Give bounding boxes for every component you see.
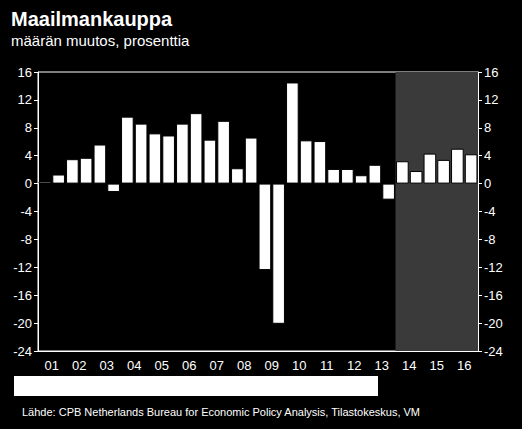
svg-text:10: 10 [292, 358, 306, 373]
svg-text:07: 07 [210, 358, 224, 373]
svg-text:13: 13 [375, 358, 389, 373]
svg-text:15: 15 [430, 358, 444, 373]
svg-text:12: 12 [347, 358, 361, 373]
svg-text:11: 11 [320, 358, 334, 373]
svg-text:12: 12 [484, 92, 498, 107]
svg-text:16: 16 [484, 65, 498, 80]
svg-text:Maailmankauppa: Maailmankauppa [11, 8, 173, 30]
svg-text:-8: -8 [484, 232, 496, 247]
svg-text:06: 06 [182, 358, 196, 373]
svg-text:12: 12 [18, 92, 32, 107]
svg-text:09: 09 [265, 358, 279, 373]
svg-text:-12: -12 [13, 260, 32, 275]
svg-text:8: 8 [484, 120, 491, 135]
svg-text:-16: -16 [484, 288, 503, 303]
svg-text:03: 03 [100, 358, 114, 373]
svg-text:0: 0 [25, 176, 32, 191]
svg-text:4: 4 [25, 148, 32, 163]
svg-text:-16: -16 [13, 288, 32, 303]
svg-text:16: 16 [18, 65, 32, 80]
svg-text:-24: -24 [13, 344, 32, 359]
svg-text:-4: -4 [484, 204, 496, 219]
svg-text:-4: -4 [20, 204, 32, 219]
svg-text:0: 0 [484, 176, 491, 191]
svg-text:-12: -12 [484, 260, 503, 275]
svg-text:4: 4 [484, 148, 491, 163]
svg-text:02: 02 [72, 358, 86, 373]
svg-text:01: 01 [45, 358, 59, 373]
svg-text:05: 05 [155, 358, 169, 373]
svg-text:-20: -20 [484, 316, 503, 331]
svg-text:14: 14 [402, 358, 416, 373]
svg-text:-8: -8 [20, 232, 32, 247]
svg-text:04: 04 [127, 358, 141, 373]
svg-text:-24: -24 [484, 344, 503, 359]
svg-text:16: 16 [457, 358, 471, 373]
svg-text:-20: -20 [13, 316, 32, 331]
svg-text:08: 08 [237, 358, 251, 373]
svg-text:Lähde: CPB Netherlands Bureau: Lähde: CPB Netherlands Bureau for Econom… [22, 406, 420, 418]
svg-text:määrän muutos, prosenttia: määrän muutos, prosenttia [11, 32, 190, 49]
svg-text:8: 8 [25, 120, 32, 135]
